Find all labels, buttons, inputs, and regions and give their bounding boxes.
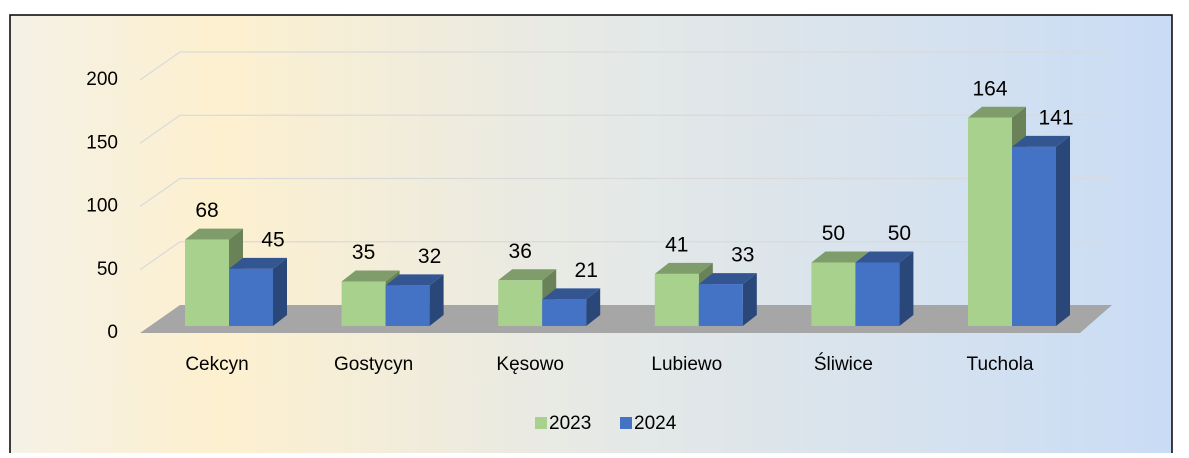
bar-top: [855, 251, 914, 263]
bar-side: [899, 251, 914, 326]
bar-front: [385, 285, 430, 326]
value-label: 141: [1038, 106, 1073, 129]
bar-top: [698, 273, 757, 285]
bar: [229, 257, 287, 326]
grid-line: [139, 177, 1112, 207]
bar-side: [586, 288, 601, 326]
legend-swatch: [620, 417, 632, 429]
value-label: 50: [822, 222, 845, 245]
value-label: 35: [352, 241, 375, 264]
bar: [1012, 135, 1070, 326]
bar-side: [742, 273, 757, 326]
bar: [698, 273, 757, 326]
y-tick-label: 50: [97, 259, 118, 280]
y-tick-label: 200: [86, 69, 118, 90]
bar-front: [811, 262, 856, 326]
bar-front: [1012, 146, 1056, 326]
bar-front: [698, 284, 743, 326]
bar-top: [654, 262, 713, 274]
legend-label: 2024: [634, 413, 677, 434]
bar: [855, 251, 914, 326]
value-label: 50: [888, 222, 911, 245]
value-label: 45: [261, 228, 284, 251]
value-label: 41: [665, 233, 688, 256]
value-label: 32: [418, 245, 441, 268]
y-tick-label: 100: [86, 196, 118, 217]
bar-top: [341, 270, 400, 282]
legend-swatch: [535, 417, 547, 429]
bar-side: [429, 274, 444, 326]
value-label: 164: [972, 77, 1007, 100]
x-tick-label: Lubiewo: [651, 354, 722, 375]
bar-front: [968, 117, 1012, 326]
x-tick-label: Gostycyn: [334, 354, 413, 375]
bar: [385, 274, 444, 326]
bar-front: [341, 281, 386, 326]
value-label: 68: [195, 199, 218, 222]
value-label: 33: [731, 244, 754, 267]
x-tick-label: Śliwice: [814, 353, 873, 375]
bar-front: [185, 239, 229, 326]
bar-top: [542, 288, 601, 300]
bar-top: [385, 274, 444, 286]
bar-top: [1012, 135, 1070, 147]
bar: [542, 288, 601, 326]
bar-top: [185, 228, 243, 240]
grid-line: [139, 241, 1112, 271]
bar-front: [542, 299, 587, 326]
bar-top: [811, 251, 870, 263]
bar-top: [968, 106, 1026, 118]
grid-line: [139, 51, 1112, 81]
bar-top: [229, 257, 287, 269]
bar-front: [654, 273, 699, 326]
bar-front: [855, 262, 900, 326]
bar-top: [498, 269, 557, 281]
bar-front: [229, 268, 273, 326]
legend-label: 2023: [549, 413, 591, 434]
bar-side: [273, 257, 287, 326]
x-tick-label: Tuchola: [967, 354, 1034, 375]
value-label: 21: [575, 259, 598, 282]
x-tick-label: Cekcyn: [185, 354, 248, 375]
bar-front: [498, 280, 543, 326]
y-tick-label: 150: [86, 132, 118, 153]
bar-side: [1056, 135, 1070, 326]
grid-line: [139, 114, 1112, 144]
value-label: 36: [509, 240, 532, 263]
x-tick-label: Kęsowo: [496, 354, 564, 375]
y-tick-label: 0: [107, 322, 118, 343]
